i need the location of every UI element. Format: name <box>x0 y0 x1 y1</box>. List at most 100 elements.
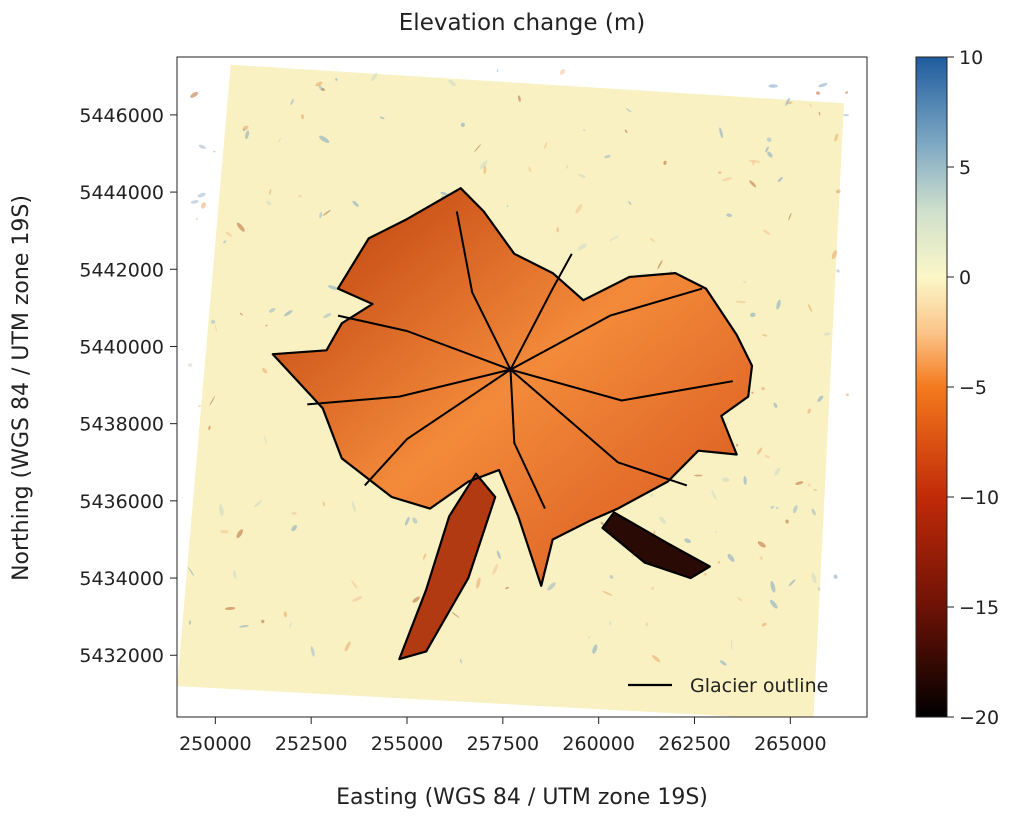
terrain-speckle <box>645 622 649 627</box>
terrain-speckle <box>684 538 691 544</box>
terrain-speckle <box>379 116 385 120</box>
plot-frame <box>176 56 868 718</box>
terrain-speckle <box>239 312 243 316</box>
terrain-speckle <box>322 501 325 507</box>
terrain-speckle <box>694 474 703 477</box>
terrain-speckle <box>650 493 654 498</box>
terrain-speckle <box>319 135 330 144</box>
terrain-speckle <box>842 113 849 117</box>
terrain-speckle <box>845 393 849 397</box>
terrain-speckle <box>195 217 199 221</box>
terrain-speckle <box>209 396 216 406</box>
glacier-divides <box>307 211 733 510</box>
terrain-speckle <box>189 620 191 625</box>
terrain-speckle <box>718 171 722 175</box>
terrain-speckle <box>770 580 776 593</box>
terrain-speckle <box>762 334 768 337</box>
terrain-speckle <box>291 511 297 515</box>
terrain-speckle <box>736 443 739 447</box>
colorbar-tick-label: −10 <box>959 487 999 509</box>
terrain-speckle <box>335 78 338 81</box>
x-tick-label: 255000 <box>371 733 444 755</box>
terrain-speckle <box>765 146 769 153</box>
terrain-speckle <box>265 324 268 327</box>
terrain-speckle <box>811 508 816 516</box>
terrain-speckle <box>651 655 661 663</box>
terrain-speckle <box>218 504 224 517</box>
terrain-speckle <box>751 391 754 394</box>
terrain-speckle <box>761 386 765 391</box>
terrain-speckle <box>298 194 302 198</box>
glacier-divide-line <box>510 287 703 371</box>
terrain-speckle <box>474 143 481 153</box>
terrain-speckle <box>198 144 206 149</box>
terrain-speckle <box>818 82 828 88</box>
terrain-speckle <box>743 476 747 485</box>
terrain-speckle <box>451 611 460 618</box>
terrain-speckle <box>737 597 743 602</box>
terrain-speckle <box>726 213 732 217</box>
terrain-speckle <box>323 313 332 319</box>
terrain-speckle <box>735 300 747 304</box>
southeast-tongue-elevation-loss <box>602 512 710 579</box>
terrain-speckle <box>769 599 778 609</box>
chart-title: Elevation change (m) <box>399 10 645 36</box>
terrain-speckle <box>768 84 778 88</box>
terrain-speckle <box>208 425 211 430</box>
terrain-speckle <box>460 122 466 127</box>
terrain-speckle <box>777 176 783 182</box>
terrain-speckle <box>766 137 772 142</box>
terrain-speckle <box>785 519 789 524</box>
terrain-speckle <box>759 556 763 561</box>
terrain-speckle <box>496 69 499 73</box>
colorbar-bar <box>915 56 948 718</box>
terrain-speckle <box>315 81 323 87</box>
terrain-speckle <box>483 165 487 174</box>
terrain-speckle <box>543 141 548 150</box>
terrain-speckle <box>352 200 359 207</box>
terrain-speckle <box>807 303 813 313</box>
colorbar-tick-label: −5 <box>959 377 987 399</box>
terrain-speckle <box>422 553 427 560</box>
terrain-speckle <box>761 622 767 627</box>
terrain-speckle <box>269 307 276 313</box>
terrain-speckle <box>284 310 293 317</box>
x-axis-title: Easting (WGS 84 / UTM zone 19S) <box>336 785 708 810</box>
terrain-speckle <box>836 189 841 194</box>
terrain-speckle <box>290 98 294 106</box>
y-axis: 5432000 5434000 5436000 5438000 5440000 54420… <box>79 105 177 667</box>
terrain-speckle <box>811 572 817 584</box>
x-tick-label: 262500 <box>658 733 731 755</box>
terrain-speckle <box>817 587 821 591</box>
terrain-speckle <box>749 180 757 188</box>
terrain-speckle <box>460 658 462 664</box>
terrain-speckle <box>770 505 775 509</box>
terrain-speckle <box>775 506 779 510</box>
terrain-speckle <box>448 79 456 87</box>
terrain-speckle <box>277 137 282 143</box>
terrain-speckle <box>818 111 821 116</box>
terrain-speckle <box>412 517 418 524</box>
southeast-tongue-outline <box>601 511 711 580</box>
terrain-speckle <box>813 489 818 491</box>
terrain-speckle <box>625 108 632 113</box>
terrain-speckle <box>269 188 272 195</box>
terrain-speckle <box>831 250 838 260</box>
terrain-speckle <box>214 324 218 333</box>
colorbar-tick-label: 0 <box>959 267 971 289</box>
terrain-speckle <box>236 222 245 232</box>
terrain-speckle <box>757 541 766 548</box>
terrain-speckle <box>322 209 331 216</box>
terrain-speckle <box>756 447 763 455</box>
terrain-speckle <box>211 319 216 324</box>
y-tick-label: 5436000 <box>79 491 164 513</box>
terrain-speckle <box>833 574 838 579</box>
glacier-divide-line <box>455 211 512 371</box>
southern-tongue-outline <box>398 472 497 661</box>
terrain-speckle <box>236 529 243 539</box>
terrain-speckle <box>836 269 840 273</box>
terrain-speckle <box>577 243 587 251</box>
terrain-speckle <box>264 435 268 445</box>
glacier-divide-line <box>509 368 688 487</box>
colorbar-ticks: 10 5 0 −5 −10 −15 −20 <box>947 47 999 729</box>
